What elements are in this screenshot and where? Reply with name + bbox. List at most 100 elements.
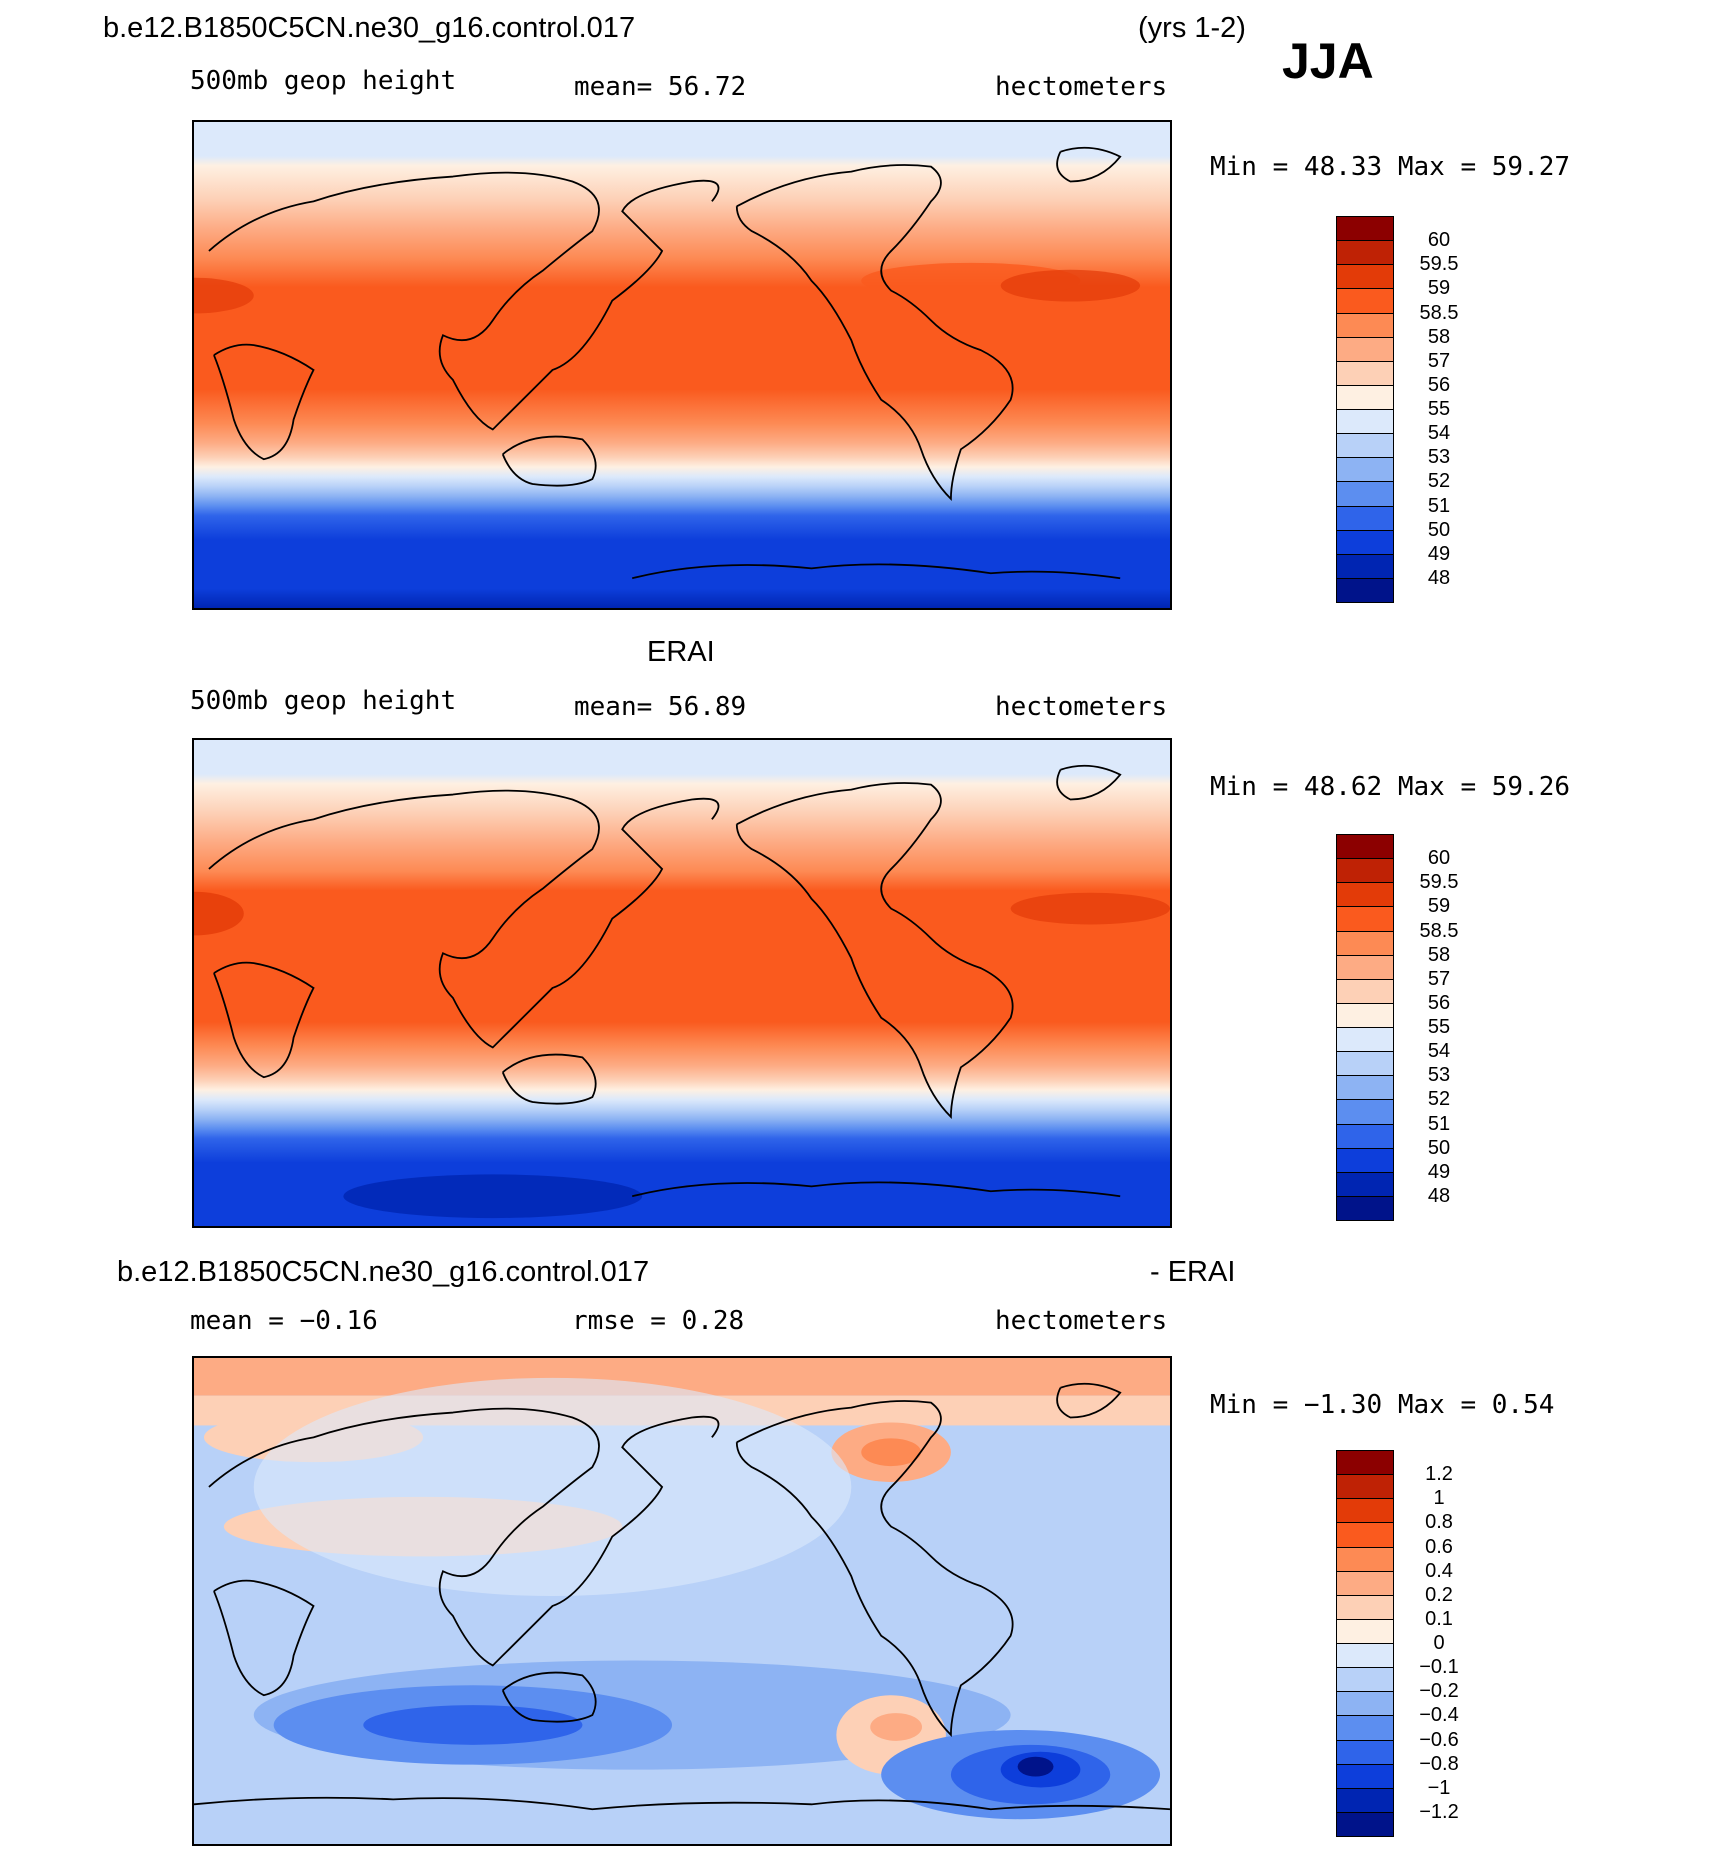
colorbar-tick-label: 58 (1427, 943, 1451, 966)
colorbar-tick-label: 52 (1427, 470, 1451, 493)
panel1-variable: 500mb geop height (190, 66, 457, 96)
colorbar-swatch (1336, 1618, 1394, 1644)
colorbar-swatch (1336, 1027, 1394, 1053)
panel2-feature (1010, 892, 1170, 925)
colorbar-swatch (1336, 978, 1394, 1004)
colorbar-swatch (1336, 360, 1394, 386)
colorbar-tick-label: 48 (1427, 566, 1451, 589)
panel3-feature (861, 1438, 922, 1467)
colorbar-tick-label: 50 (1427, 518, 1451, 541)
colorbar-tick-label: 56 (1427, 373, 1451, 396)
panel2-mean: mean= 56.89 (574, 692, 747, 722)
colorbar-tick-label: −0.1 (1419, 1656, 1459, 1679)
panel3-minmax: Min = −1.30 Max = 0.54 (1210, 1390, 1555, 1420)
colorbar-tick-label: 60 (1427, 229, 1451, 252)
colorbar-tick-label: 0.8 (1425, 1511, 1453, 1534)
colorbar-swatch (1336, 553, 1394, 579)
panel1-feature (1000, 269, 1141, 302)
colorbar-tick-label: 0.2 (1425, 1583, 1453, 1606)
panel3-feature (253, 1377, 852, 1597)
colorbar-tick-label: 55 (1427, 398, 1451, 420)
colorbar-tick-label: 1.2 (1425, 1463, 1453, 1486)
colorbar-tick-label: −0.2 (1419, 1680, 1459, 1703)
colorbar-swatch (1336, 882, 1394, 908)
panel3-feature (870, 1713, 923, 1741)
colorbar-swatch (1336, 336, 1394, 362)
colorbar-swatch (1336, 1546, 1394, 1572)
panel2-title: ERAI (647, 636, 715, 668)
colorbar-swatch (1336, 240, 1394, 266)
colorbar-swatch (1336, 433, 1394, 459)
colorbar-tick-label: −0.8 (1419, 1752, 1459, 1775)
colorbar-tick-label: 56 (1427, 991, 1451, 1014)
panel2-variable: 500mb geop height (190, 686, 457, 716)
colorbar-tick-label: 58 (1427, 325, 1451, 348)
colorbar-tick-label: 59 (1427, 895, 1451, 918)
colorbar-swatch (1336, 529, 1394, 555)
panel2-feature (194, 891, 244, 936)
season-label: JJA (1282, 33, 1374, 89)
panel3-coastlines (194, 1382, 1170, 1811)
colorbar-swatch (1336, 834, 1394, 860)
colorbar-swatch (1336, 906, 1394, 932)
colorbar-tick-label: 53 (1427, 1064, 1451, 1087)
colorbar-tick-label: 59.5 (1419, 871, 1459, 894)
colorbar-tick-label: 58.5 (1419, 301, 1459, 324)
panel3-mean: mean = −0.16 (190, 1306, 378, 1336)
colorbar-tick-label: 0 (1433, 1632, 1445, 1654)
colorbar-swatch (1336, 457, 1394, 483)
colorbar-tick-label: 50 (1427, 1136, 1451, 1159)
colorbar-tick-label: 57 (1427, 967, 1451, 990)
colorbar-swatch (1336, 954, 1394, 980)
colorbar-tick-label: 53 (1427, 446, 1451, 469)
colorbar-tick-label: −1 (1427, 1776, 1451, 1799)
colorbar-tick-label: 59 (1427, 277, 1451, 300)
panel1-units: hectometers (995, 72, 1168, 102)
colorbar-swatch (1336, 1002, 1394, 1028)
case-title: b.e12.B1850C5CN.ne30_g16.control.017 (103, 12, 636, 44)
panel1-map (192, 120, 1172, 610)
colorbar-tick-label: 57 (1427, 349, 1451, 372)
colorbar-swatch (1336, 1739, 1394, 1765)
colorbar-swatch (1336, 481, 1394, 507)
colorbar-tick-label: 55 (1427, 1016, 1451, 1038)
colorbar-swatch (1336, 1715, 1394, 1741)
colorbar-tick-label: −0.4 (1419, 1704, 1459, 1727)
panel2-field (194, 740, 1170, 1226)
colorbar-tick-label: 54 (1427, 422, 1451, 445)
colorbar-swatch (1336, 1787, 1394, 1813)
panel3-title: b.e12.B1850C5CN.ne30_g16.control.017 (117, 1256, 650, 1288)
colorbar-swatch (1336, 858, 1394, 884)
colorbar-tick-label: 58.5 (1419, 919, 1459, 942)
colorbar-swatch (1336, 384, 1394, 410)
panel3-feature (363, 1705, 583, 1745)
colorbar-swatch (1336, 216, 1394, 242)
colorbar-tick-label: 0.6 (1425, 1535, 1453, 1558)
panel1-colorbar (1336, 216, 1394, 603)
panel3-rmse: rmse = 0.28 (572, 1306, 745, 1336)
panel1-coastlines (208, 146, 1122, 580)
panel3-map (192, 1356, 1172, 1846)
panel3-title-suffix: - ERAI (1150, 1256, 1236, 1288)
colorbar-swatch (1336, 1147, 1394, 1173)
colorbar-swatch (1336, 1667, 1394, 1693)
colorbar-swatch (1336, 1570, 1394, 1596)
panel3-feature (1017, 1756, 1054, 1777)
colorbar-tick-label: 1 (1433, 1487, 1445, 1510)
colorbar-tick-label: 48 (1427, 1184, 1451, 1207)
panel1-mean: mean= 56.72 (574, 72, 747, 102)
colorbar-tick-label: 0.1 (1425, 1607, 1453, 1630)
colorbar-swatch (1336, 1075, 1394, 1101)
colorbar-swatch (1336, 1195, 1394, 1221)
panel1-feature (194, 277, 254, 314)
colorbar-swatch (1336, 930, 1394, 956)
colorbar-swatch (1336, 1474, 1394, 1500)
panel1-minmax: Min = 48.33 Max = 59.27 (1210, 152, 1571, 182)
panel1-field (194, 122, 1170, 608)
colorbar-swatch (1336, 409, 1394, 435)
colorbar-tick-label: 49 (1427, 1160, 1451, 1183)
colorbar-swatch (1336, 1123, 1394, 1149)
colorbar-swatch (1336, 312, 1394, 338)
colorbar-swatch (1336, 1051, 1394, 1077)
colorbar-swatch (1336, 264, 1394, 290)
